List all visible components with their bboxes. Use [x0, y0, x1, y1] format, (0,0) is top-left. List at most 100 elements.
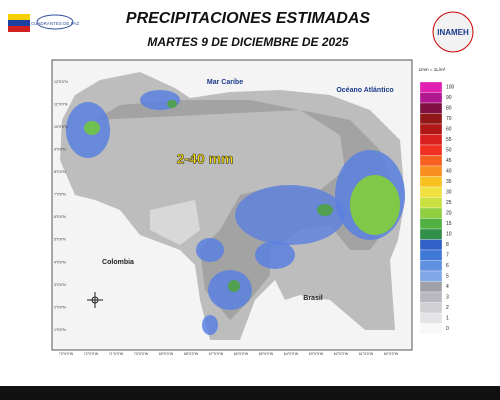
lat-label: 11°0'0"N [54, 102, 68, 106]
north-arrow [87, 292, 103, 308]
landmass [60, 72, 405, 340]
flag-stripe [8, 20, 30, 26]
legend-label: 0 [446, 326, 449, 332]
legend-label: 100 [446, 85, 455, 91]
precipitation [66, 90, 405, 335]
legend-swatch [419, 102, 443, 114]
legend-label: 10 [446, 232, 452, 238]
legend-swatch [419, 312, 443, 324]
rain-area [255, 241, 295, 269]
legend-label: 1 [446, 316, 449, 322]
legend-label: 45 [446, 158, 452, 164]
rain-core [167, 100, 177, 108]
legend-swatch [419, 134, 443, 146]
lon-label: 73°0'0"W [59, 352, 74, 356]
legend-swatch [419, 291, 443, 303]
rain-core [350, 175, 400, 235]
legend-swatch [419, 249, 443, 261]
legend-swatch [419, 113, 443, 125]
lon-label: 61°0'0"W [359, 352, 374, 356]
lat-label: 9°0'0"N [54, 148, 66, 152]
legend-label: 55 [446, 137, 452, 143]
legend-label: 35 [446, 179, 452, 185]
legend-label: 5 [446, 274, 449, 280]
lon-label: 68°0'0"W [184, 352, 199, 356]
title: PRECIPITACIONES ESTIMADAS [126, 10, 371, 27]
logo-text: CUADRANTES DE PAZ [31, 21, 79, 26]
legend-swatch [419, 123, 443, 135]
logo-badge [432, 11, 474, 53]
flag-stripe [8, 26, 30, 32]
land-shade [150, 200, 200, 245]
sea-label: Mar Caribe [207, 79, 243, 86]
rain-core [228, 280, 240, 292]
flag-stripe [8, 14, 30, 20]
legend-label: 30 [446, 190, 452, 196]
rain-area [196, 238, 224, 262]
rain-core [317, 204, 333, 216]
legend-swatch [419, 186, 443, 198]
lat-label: 4°0'0"N [54, 260, 66, 264]
legend-swatch [419, 207, 443, 219]
legend-swatch [419, 81, 443, 93]
lon-label: 72°0'0"W [84, 352, 99, 356]
rain-area [235, 185, 345, 245]
lon-label: 64°0'0"W [284, 352, 299, 356]
lat-label: 8°0'0"N [54, 170, 66, 174]
legend-title: 1mm = 1L/m² [419, 67, 446, 72]
bottom-bar [0, 386, 500, 400]
legend-label: 7 [446, 253, 449, 259]
legend-swatch [419, 302, 443, 314]
legend-swatch [419, 228, 443, 240]
legend-label: 25 [446, 200, 452, 206]
legend-swatch [419, 270, 443, 282]
lat-label: 7°0'0"N [54, 193, 66, 197]
legend-swatch [419, 197, 443, 209]
lat-label: 12°0'0"N [54, 80, 68, 84]
lon-label: 62°0'0"W [334, 352, 349, 356]
country-label: Brasil [303, 295, 323, 302]
lat-label: 5°0'0"N [54, 238, 66, 242]
amount-label: 2-40 mm [177, 151, 234, 167]
legend-label: 3 [446, 295, 449, 301]
legend-swatch [419, 323, 443, 335]
lon-label: 67°0'0"W [209, 352, 224, 356]
lon-label: 60°0'0"W [384, 352, 399, 356]
country-label: Colombia [102, 259, 134, 266]
legend-swatch [419, 176, 443, 188]
legend-label: 70 [446, 116, 452, 122]
rain-area [202, 315, 218, 335]
legend-swatch [419, 281, 443, 293]
legend-swatch [419, 260, 443, 272]
legend-swatch [419, 165, 443, 177]
logo-outline [36, 14, 74, 30]
lat-label: 1°0'0"N [54, 328, 66, 332]
legend-label: 2 [446, 305, 449, 311]
legend-label: 90 [446, 95, 452, 101]
legend-label: 50 [446, 148, 452, 154]
rain-core [84, 121, 100, 135]
graticule-labels: 12°0'0"N 11°0'0"N 10°0'0"N 9°0'0"N 8°0'0"N 7°… [54, 80, 399, 356]
legend-label: 8 [446, 242, 449, 248]
lon-label: 70°0'0"W [134, 352, 149, 356]
lon-label: 66°0'0"W [234, 352, 249, 356]
subtitle: MARTES 9 DE DICIEMBRE DE 2025 [147, 35, 348, 49]
lat-label: 6°0'0"N [54, 215, 66, 219]
legend-swatch [419, 218, 443, 230]
lon-label: 65°0'0"W [259, 352, 274, 356]
legend-swatch [419, 92, 443, 104]
lat-label: 2°0'0"N [54, 305, 66, 309]
legend-label: 4 [446, 284, 449, 290]
legend-swatch [419, 239, 443, 251]
legend-label: 20 [446, 211, 452, 217]
legend-label: 15 [446, 221, 452, 227]
legend-label: 6 [446, 263, 449, 269]
lat-label: 10°0'0"N [54, 125, 68, 129]
legend-label: 80 [446, 106, 452, 112]
lon-label: 63°0'0"W [309, 352, 324, 356]
lon-label: 71°0'0"W [109, 352, 124, 356]
lat-label: 3°0'0"N [54, 283, 66, 287]
